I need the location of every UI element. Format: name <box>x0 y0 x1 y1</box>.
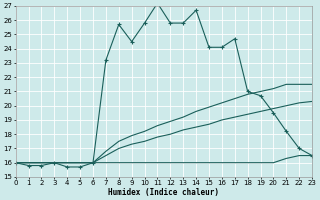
X-axis label: Humidex (Indice chaleur): Humidex (Indice chaleur) <box>108 188 220 197</box>
